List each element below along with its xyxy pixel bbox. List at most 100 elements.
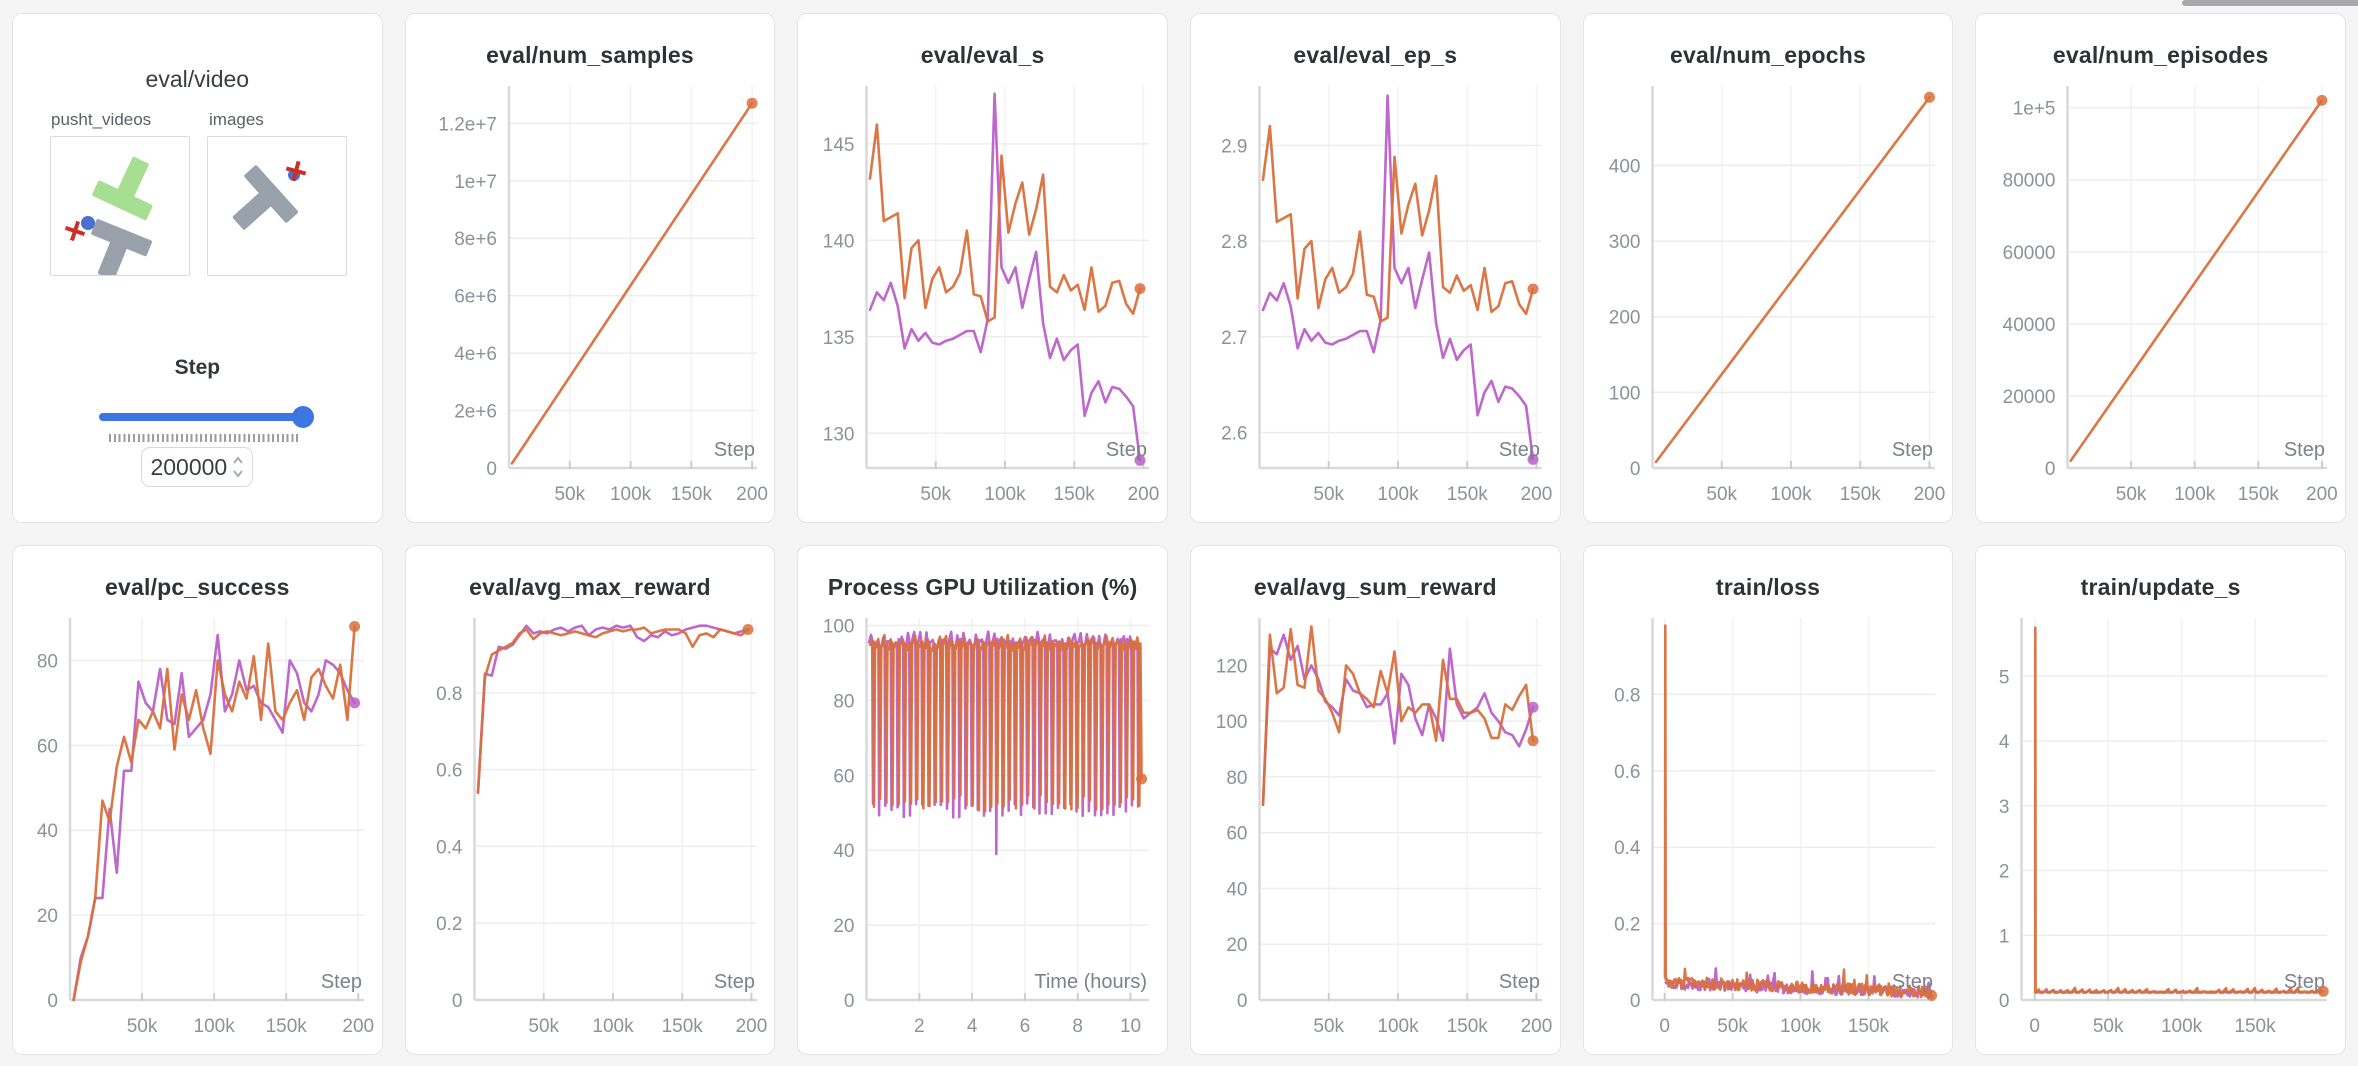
svg-text:100k: 100k [610, 484, 652, 505]
chart-canvas-eval-eval-ep-s[interactable]: 2.6 2.7 2.8 2.9 50k 100k 150k 200 Step [1191, 76, 1560, 522]
svg-text:100: 100 [1608, 383, 1640, 404]
svg-text:0.2: 0.2 [436, 914, 462, 935]
gray-t-block [232, 165, 299, 230]
svg-text:10: 10 [1120, 1016, 1141, 1037]
svg-text:100: 100 [823, 616, 855, 637]
media-thumbnail-images[interactable] [207, 136, 347, 276]
svg-text:0: 0 [1237, 991, 1248, 1012]
stepper-chevrons-icon[interactable] [232, 455, 244, 479]
svg-text:0: 0 [2030, 1016, 2041, 1037]
svg-text:Step: Step [1499, 439, 1540, 461]
svg-text:0.8: 0.8 [436, 684, 462, 705]
svg-text:Step: Step [1892, 439, 1933, 461]
svg-text:0: 0 [47, 991, 58, 1012]
step-number-input[interactable]: 200000 [141, 447, 254, 487]
chart-canvas-eval-num-samples[interactable]: 0 2e+6 4e+6 6e+6 8e+6 1e+7 1.2e+7 50k 100k 150k 20… [406, 76, 775, 522]
svg-text:130: 130 [823, 424, 855, 445]
svg-text:80: 80 [37, 651, 58, 672]
svg-text:80000: 80000 [2003, 171, 2056, 192]
svg-text:200: 200 [1608, 308, 1640, 329]
svg-text:100k: 100k [194, 1016, 236, 1037]
svg-text:200: 200 [735, 1016, 767, 1037]
chart-canvas-eval-eval-s[interactable]: 130 135 140 145 50k 100k 150k 200 Step [798, 76, 1167, 522]
panel-eval-num-episodes: eval/num_episodes 0 20000 40000 60000 80000 1… [1975, 13, 2346, 523]
svg-text:Step: Step [1106, 439, 1147, 461]
chart-canvas-train-loss[interactable]: 0 0.2 0.4 0.6 0.8 0 50k 100k 150k Step [1584, 608, 1953, 1054]
step-slider-ticks [109, 434, 300, 442]
svg-text:80: 80 [1226, 768, 1247, 789]
media-thumbnail-pusht-videos[interactable] [50, 136, 190, 276]
chart-canvas-eval-avg-max-reward[interactable]: 0 0.2 0.4 0.6 0.8 50k 100k 150k 200 Step [406, 608, 775, 1054]
svg-text:60: 60 [37, 736, 58, 757]
svg-text:100k: 100k [2161, 1016, 2203, 1037]
chart-canvas-eval-avg-sum-reward[interactable]: 0 20 40 60 80 100 120 50k 100k 150k 200 Step [1191, 608, 1560, 1054]
svg-text:200: 200 [736, 484, 768, 505]
step-slider-thumb[interactable] [291, 406, 314, 428]
svg-text:0: 0 [452, 991, 463, 1012]
svg-text:50k: 50k [1717, 1016, 1748, 1037]
svg-text:140: 140 [823, 231, 855, 252]
svg-text:200: 200 [2306, 484, 2338, 505]
svg-text:0.4: 0.4 [436, 837, 463, 858]
step-slider[interactable] [99, 404, 314, 428]
chart-title: eval/num_epochs [1669, 42, 1866, 68]
svg-text:40: 40 [834, 841, 855, 862]
panel-eval-num-epochs: eval/num_epochs 0 100 200 300 400 50k 100k 150k… [1582, 13, 1954, 523]
pusht-image-render [232, 160, 307, 230]
svg-text:120: 120 [1216, 656, 1248, 677]
svg-text:100k: 100k [592, 1016, 634, 1037]
svg-text:400: 400 [1608, 156, 1640, 177]
chart-title: eval/eval_s [920, 42, 1045, 68]
horizontal-scrollbar-thumb[interactable] [2182, 0, 2358, 6]
svg-text:20000: 20000 [2003, 387, 2056, 408]
svg-text:8e+6: 8e+6 [454, 229, 497, 250]
svg-text:100k: 100k [1780, 1016, 1822, 1037]
svg-text:50k: 50k [1313, 484, 1344, 505]
svg-text:150k: 150k [661, 1016, 703, 1037]
svg-text:100k: 100k [1377, 484, 1419, 505]
svg-text:0: 0 [1630, 459, 1641, 480]
svg-text:200: 200 [1521, 484, 1553, 505]
svg-text:60: 60 [834, 766, 855, 787]
svg-text:2: 2 [914, 1016, 925, 1037]
svg-text:0: 0 [1630, 991, 1641, 1012]
goal-cross [285, 160, 307, 182]
svg-text:135: 135 [823, 328, 855, 349]
step-slider-track[interactable] [99, 413, 312, 421]
chart-canvas-eval-num-epochs[interactable]: 0 100 200 300 400 50k 100k 150k 200 Step [1584, 76, 1953, 522]
svg-text:200: 200 [1128, 484, 1160, 505]
svg-text:5: 5 [1999, 667, 2010, 688]
chart-title: eval/avg_sum_reward [1253, 574, 1497, 600]
svg-text:4e+6: 4e+6 [454, 344, 497, 365]
svg-text:2.7: 2.7 [1221, 328, 1247, 349]
panel-eval-pc-success: eval/pc_success 0 20 40 60 80 50k 100k 150k 200 S… [12, 545, 383, 1055]
chart-title: Process GPU Utilization (%) [827, 574, 1138, 600]
panel-eval-video: eval/video pusht_videos images [12, 13, 383, 523]
svg-text:1.2e+7: 1.2e+7 [438, 114, 497, 135]
svg-text:50k: 50k [1706, 484, 1737, 505]
panel-train-update-s: train/update_s 0 1 2 3 4 5 0 50k 100k 150k Step [1975, 545, 2346, 1055]
panel-eval-eval-s: eval/eval_s 130 135 140 145 50k 100k 150k 200 St… [797, 13, 1168, 523]
svg-text:60000: 60000 [2003, 243, 2056, 264]
svg-text:50k: 50k [528, 1016, 559, 1037]
svg-text:50k: 50k [554, 484, 585, 505]
svg-text:2e+6: 2e+6 [454, 402, 497, 423]
svg-text:200: 200 [1521, 1016, 1553, 1037]
chart-canvas-process-gpu-utilization[interactable]: 0 20 40 60 80 100 2 4 6 8 10 Time (hours) [798, 608, 1167, 1054]
chart-canvas-eval-num-episodes[interactable]: 0 20000 40000 60000 80000 1e+5 50k 100k 150k 200 S… [1976, 76, 2345, 522]
svg-text:1e+7: 1e+7 [454, 172, 497, 193]
step-value[interactable]: 200000 [150, 453, 228, 480]
gray-t-block [91, 219, 152, 275]
panel-train-loss: train/loss 0 0.2 0.4 0.6 0.8 0 50k 100k 150k Step [1582, 545, 1954, 1055]
svg-text:Step: Step [714, 439, 755, 461]
svg-text:150k: 150k [266, 1016, 308, 1037]
svg-text:200: 200 [342, 1016, 374, 1037]
svg-text:40: 40 [1226, 879, 1247, 900]
chart-title: train/loss [1715, 574, 1821, 600]
chart-title: eval/num_samples [486, 42, 694, 68]
svg-text:150k: 150k [1848, 1016, 1890, 1037]
svg-text:100k: 100k [2174, 484, 2216, 505]
chart-canvas-train-update-s[interactable]: 0 1 2 3 4 5 0 50k 100k 150k Step [1976, 608, 2345, 1054]
chart-canvas-eval-pc-success[interactable]: 0 20 40 60 80 50k 100k 150k 200 Step [13, 608, 382, 1054]
svg-text:40000: 40000 [2003, 315, 2056, 336]
